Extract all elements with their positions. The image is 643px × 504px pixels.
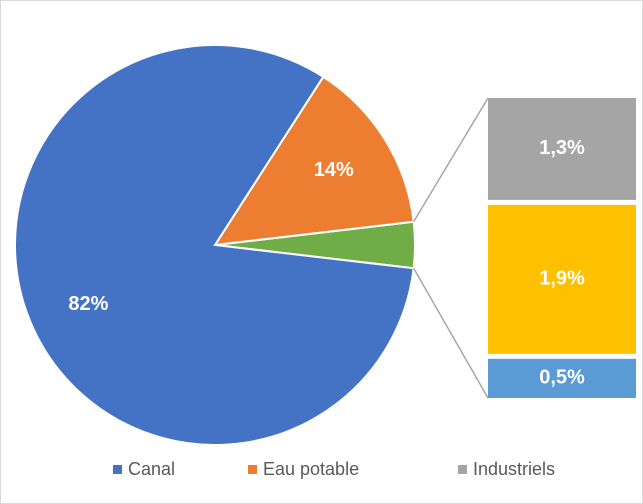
legend-swatch [248, 465, 257, 474]
connector [412, 267, 489, 399]
connector [412, 97, 489, 223]
legend-label: Eau potable [263, 459, 359, 479]
data-label: 1,3% [539, 137, 585, 159]
data-label: 82% [68, 293, 108, 315]
bar-segment [488, 358, 636, 398]
pie-slice [213, 75, 415, 247]
bar-segment [488, 204, 636, 354]
data-label: 14% [314, 159, 354, 181]
data-label: 1,9% [539, 268, 585, 290]
pie-slice [14, 44, 415, 446]
bar-segment [488, 98, 636, 200]
legend-swatch [458, 465, 467, 474]
legend-label: Industriels [473, 459, 555, 479]
legend-swatch [113, 465, 122, 474]
data-label: 0,5% [539, 367, 585, 389]
legend-label: Canal [128, 459, 175, 479]
